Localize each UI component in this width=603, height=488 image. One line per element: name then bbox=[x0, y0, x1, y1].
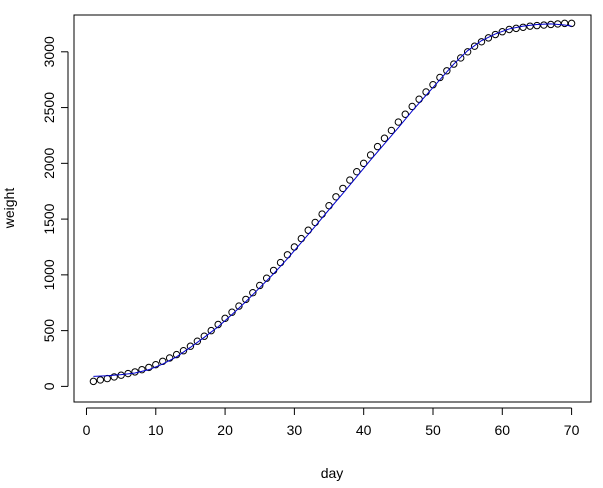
data-point bbox=[366, 151, 375, 159]
x-tick-label: 30 bbox=[287, 422, 303, 438]
data-point bbox=[242, 295, 250, 304]
y-tick-label: 0 bbox=[41, 382, 57, 390]
data-point bbox=[436, 73, 444, 82]
data-point bbox=[165, 354, 174, 362]
data-point bbox=[283, 251, 292, 259]
data-point bbox=[394, 118, 403, 126]
data-point bbox=[457, 54, 465, 62]
data-point bbox=[401, 110, 409, 118]
data-point bbox=[145, 363, 153, 372]
data-point bbox=[332, 193, 340, 201]
data-point bbox=[540, 21, 548, 29]
data-point bbox=[415, 95, 423, 103]
data-point bbox=[353, 167, 361, 176]
data-point bbox=[249, 289, 257, 297]
data-point bbox=[380, 134, 389, 142]
data-point bbox=[311, 218, 319, 227]
data-point bbox=[131, 368, 139, 376]
plot-frame bbox=[73, 14, 592, 403]
data-point bbox=[359, 159, 368, 168]
data-point bbox=[200, 332, 208, 340]
data-point bbox=[387, 126, 396, 135]
data-point bbox=[484, 34, 493, 42]
data-point bbox=[193, 337, 202, 345]
data-point bbox=[228, 308, 236, 316]
x-tick-label: 20 bbox=[217, 422, 233, 438]
data-point bbox=[505, 25, 513, 34]
data-point bbox=[152, 360, 160, 369]
data-point bbox=[256, 281, 264, 290]
x-tick-label: 40 bbox=[356, 422, 372, 438]
data-point bbox=[373, 142, 382, 151]
data-point bbox=[138, 365, 146, 374]
data-point bbox=[346, 176, 354, 184]
data-point bbox=[290, 243, 299, 251]
data-point bbox=[498, 28, 506, 36]
data-point bbox=[443, 67, 451, 75]
data-point bbox=[276, 258, 285, 267]
x-tick-label: 50 bbox=[425, 422, 441, 438]
y-axis: 0 500 1000 1500 2000 2500 3000 bbox=[41, 36, 69, 390]
y-tick-label: 3000 bbox=[41, 36, 57, 67]
y-tick-label: 1500 bbox=[41, 203, 57, 234]
y-tick-label: 2000 bbox=[41, 148, 57, 179]
data-point bbox=[297, 234, 306, 243]
data-point bbox=[477, 38, 486, 46]
data-point bbox=[339, 184, 347, 193]
data-point bbox=[470, 42, 479, 50]
data-point bbox=[96, 376, 105, 384]
data-point bbox=[318, 210, 326, 218]
data-point bbox=[491, 30, 500, 39]
data-point bbox=[533, 21, 541, 30]
data-point bbox=[235, 302, 243, 310]
x-tick-label: 0 bbox=[83, 422, 91, 438]
x-tick-label: 70 bbox=[564, 422, 580, 438]
x-axis-title: day bbox=[321, 465, 344, 481]
y-tick-label: 1000 bbox=[41, 259, 57, 290]
data-point bbox=[269, 266, 278, 275]
data-point bbox=[567, 19, 576, 28]
data-point bbox=[422, 88, 430, 96]
x-tick-label: 10 bbox=[148, 422, 164, 438]
data-point bbox=[526, 22, 534, 30]
data-point bbox=[89, 377, 98, 386]
x-tick-label: 60 bbox=[495, 422, 511, 438]
data-point bbox=[408, 102, 416, 111]
fitted-curve bbox=[93, 23, 572, 377]
series-layer bbox=[89, 19, 576, 386]
data-point bbox=[519, 23, 527, 31]
y-axis-title: weight bbox=[1, 188, 17, 230]
data-point bbox=[207, 326, 215, 335]
y-tick-label: 2500 bbox=[41, 92, 57, 123]
data-point bbox=[325, 202, 333, 210]
data-point bbox=[179, 346, 188, 355]
data-point bbox=[110, 373, 118, 381]
data-point bbox=[186, 342, 195, 350]
data-point bbox=[560, 19, 569, 28]
y-tick-label: 500 bbox=[41, 319, 57, 343]
x-axis: 0 10 20 30 40 50 60 70 bbox=[83, 407, 580, 438]
data-point bbox=[450, 60, 458, 68]
data-point bbox=[463, 48, 472, 56]
